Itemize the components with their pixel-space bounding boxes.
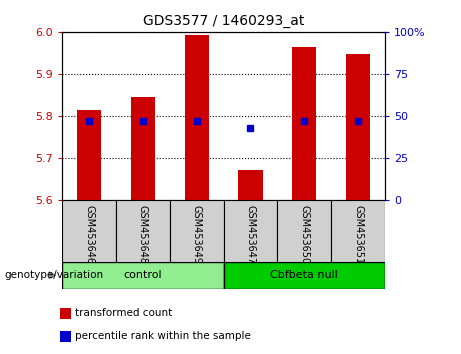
Bar: [184, 35, 209, 200]
Text: GSM453647: GSM453647: [245, 205, 255, 264]
Text: GSM453649: GSM453649: [192, 205, 202, 264]
Text: GSM453646: GSM453646: [84, 205, 94, 264]
Bar: [346, 54, 370, 200]
Bar: [238, 170, 263, 200]
Bar: [292, 47, 316, 200]
Bar: [131, 97, 155, 200]
Bar: [224, 262, 385, 289]
Bar: [77, 110, 101, 200]
Bar: [62, 262, 224, 289]
Text: GSM453648: GSM453648: [138, 205, 148, 264]
Text: control: control: [124, 270, 162, 280]
Bar: [62, 200, 116, 262]
Text: genotype/variation: genotype/variation: [5, 270, 104, 280]
Bar: [331, 200, 385, 262]
Bar: [224, 200, 278, 262]
Text: GSM453651: GSM453651: [353, 205, 363, 264]
Text: transformed count: transformed count: [75, 308, 172, 318]
Bar: [116, 200, 170, 262]
Title: GDS3577 / 1460293_at: GDS3577 / 1460293_at: [143, 14, 304, 28]
Text: GSM453650: GSM453650: [299, 205, 309, 264]
Text: Cbfbeta null: Cbfbeta null: [270, 270, 338, 280]
Bar: [170, 200, 224, 262]
Text: percentile rank within the sample: percentile rank within the sample: [75, 331, 251, 341]
Bar: [278, 200, 331, 262]
